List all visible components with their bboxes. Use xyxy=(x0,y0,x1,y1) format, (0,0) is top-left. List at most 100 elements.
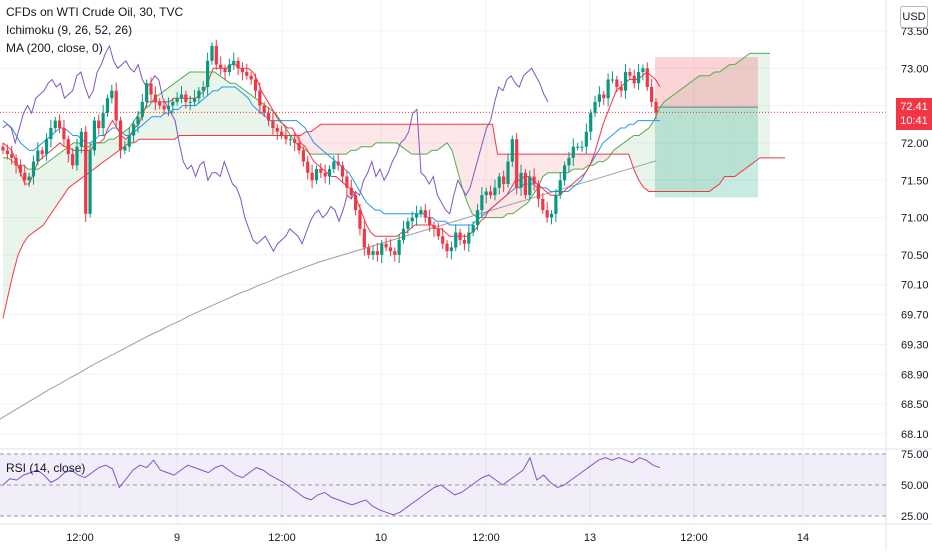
candle-body xyxy=(110,90,114,99)
last-price-tag: 72.41 10:41 xyxy=(896,98,932,130)
cloud-segment xyxy=(558,154,564,173)
candle-body xyxy=(506,161,510,184)
candle-body xyxy=(493,187,497,196)
candle-body xyxy=(327,169,332,177)
candle-body xyxy=(79,131,83,147)
candle-body xyxy=(576,146,580,148)
price-axis-label: 73.00 xyxy=(901,63,929,75)
cloud-segment xyxy=(63,146,69,196)
ma-legend[interactable]: MA (200, close, 0) xyxy=(6,41,103,55)
ichimoku-legend[interactable]: Ichimoku (9, 26, 52, 26) xyxy=(6,23,133,37)
cloud-segment xyxy=(315,124,321,155)
cloud-segment xyxy=(320,124,326,155)
symbol-title[interactable]: CFDs on WTI Crude Oil, 30, TVC xyxy=(6,5,184,19)
candle-body xyxy=(18,165,23,173)
cloud-segment xyxy=(553,154,559,173)
cloud-segment xyxy=(684,83,690,192)
time-axis-label: 13 xyxy=(584,532,596,544)
candle-body xyxy=(597,94,602,102)
candle-body xyxy=(179,94,184,99)
price-axis-label: 70.10 xyxy=(901,280,929,292)
cloud-segment xyxy=(108,139,115,158)
rsi-axis-label: 50.00 xyxy=(901,480,929,492)
candle-body xyxy=(44,139,49,155)
candle-body xyxy=(114,90,118,121)
cloud-segment xyxy=(578,154,584,170)
cloud-segment xyxy=(487,124,493,218)
candle-body xyxy=(175,98,179,102)
candle-body xyxy=(206,60,210,87)
candle-body xyxy=(602,94,606,99)
candle-body xyxy=(536,183,541,199)
candle-body xyxy=(641,68,645,73)
rsi-legend[interactable]: RSI (14, close) xyxy=(6,461,86,475)
cloud-segment xyxy=(209,72,215,136)
cloud-segment xyxy=(13,161,19,274)
cloud-segment xyxy=(679,86,685,192)
rsi-axis-label: 75.00 xyxy=(901,449,929,461)
price-axis-label: 70.50 xyxy=(901,250,929,262)
candle-body xyxy=(475,210,480,226)
candle-body xyxy=(519,172,523,188)
cloud-segment xyxy=(38,165,44,229)
candle-body xyxy=(345,176,349,188)
price-axis-label: 68.10 xyxy=(901,429,929,441)
candle-body xyxy=(654,101,658,113)
price-axis-label: 71.00 xyxy=(901,213,929,225)
time-axis-label: 12:00 xyxy=(66,532,94,544)
candle-body xyxy=(471,225,475,233)
candle-body xyxy=(184,94,188,102)
candle-body xyxy=(523,172,527,196)
cloud-segment xyxy=(199,72,205,136)
candle-body xyxy=(467,232,471,244)
candle-body xyxy=(397,239,401,255)
cloud-segment xyxy=(139,109,145,140)
candle-body xyxy=(306,161,310,173)
take-profit-zone xyxy=(655,107,758,198)
cloud-segment xyxy=(638,131,644,188)
candle-body xyxy=(615,79,619,87)
candle-body xyxy=(280,131,284,136)
candle-body xyxy=(610,79,615,81)
candle-body xyxy=(380,243,384,255)
candle-body xyxy=(132,124,136,136)
cloud-segment xyxy=(78,142,84,181)
time-axis-label: 14 xyxy=(797,532,809,544)
candle-body xyxy=(118,120,123,151)
cloud-segment xyxy=(603,154,609,162)
candle-body xyxy=(27,176,31,181)
candle-body xyxy=(23,172,27,181)
cloud-segment xyxy=(664,98,670,192)
candle-body xyxy=(419,210,423,214)
candle-body xyxy=(123,146,127,151)
candle-body xyxy=(528,176,532,196)
candle-body xyxy=(53,120,57,129)
candle-body xyxy=(249,75,253,80)
cloud-segment xyxy=(759,53,765,158)
ma-line xyxy=(0,160,657,420)
candle-body xyxy=(332,161,336,170)
candle-body xyxy=(153,94,157,102)
candle-body xyxy=(271,120,275,129)
cloud-segment xyxy=(396,124,402,147)
cloud-segment xyxy=(694,75,700,192)
candle-body xyxy=(554,195,558,214)
candle-body xyxy=(462,239,467,244)
candle-body xyxy=(105,98,110,114)
cloud-segment xyxy=(537,154,543,188)
cloud-segment xyxy=(452,124,458,170)
currency-badge[interactable]: USD xyxy=(900,6,928,28)
candle-body xyxy=(423,210,427,218)
candle-body xyxy=(293,139,297,143)
stop-loss-zone xyxy=(655,57,758,108)
cloud-segment xyxy=(547,154,554,173)
cloud-segment xyxy=(235,83,241,136)
cloud-segment xyxy=(325,124,331,155)
cloud-segment xyxy=(674,90,680,192)
rsi-axis-label: 25.00 xyxy=(901,511,929,523)
candle-body xyxy=(319,169,323,173)
candle-body xyxy=(149,83,153,95)
time-axis-label: 9 xyxy=(174,532,180,544)
